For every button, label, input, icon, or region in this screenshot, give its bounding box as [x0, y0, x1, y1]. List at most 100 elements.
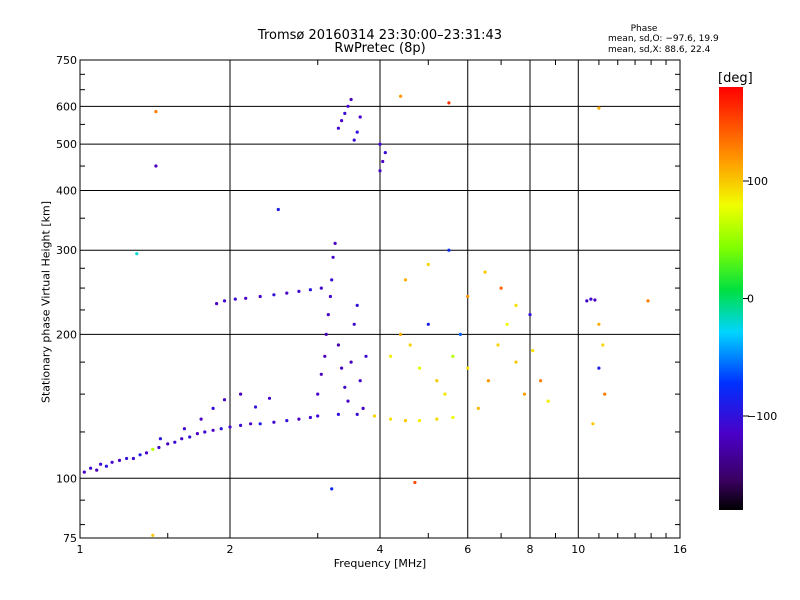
data-point: [182, 427, 186, 431]
data-point: [297, 417, 301, 421]
data-point: [328, 294, 332, 299]
y-tick-label: 500: [56, 138, 77, 151]
data-point: [188, 435, 192, 439]
data-point: [383, 151, 387, 155]
x-tick-label: 10: [571, 543, 585, 556]
data-point: [603, 392, 607, 396]
phase-stats-x: mean, sd,X: 88.6, 22.4: [608, 45, 711, 55]
data-point: [343, 385, 347, 389]
data-point: [95, 468, 99, 472]
grid-lines: [80, 60, 680, 538]
data-point: [352, 322, 356, 326]
data-point: [125, 456, 129, 461]
x-tick-label: 16: [673, 543, 687, 556]
data-point: [249, 422, 253, 426]
data-point: [244, 296, 248, 300]
y-tick-label: 75: [63, 532, 77, 545]
data-point: [336, 343, 340, 347]
data-point: [151, 533, 155, 537]
data-point: [157, 445, 161, 450]
chart-title: Tromsø 20160314 23:30:00–23:31:43: [257, 28, 503, 43]
colorbar-ticks: 100 0 −100: [743, 175, 777, 423]
x-tick-label: 8: [527, 543, 534, 556]
data-point: [316, 392, 320, 396]
data-point: [443, 392, 447, 396]
data-point: [646, 299, 650, 303]
data-point: [483, 270, 487, 274]
data-point: [346, 399, 350, 403]
data-point: [319, 372, 323, 376]
data-point: [138, 453, 142, 457]
data-point: [336, 126, 340, 130]
data-point: [258, 422, 262, 426]
data-point: [458, 332, 462, 336]
y-tick-label: 200: [56, 328, 77, 341]
data-point: [403, 278, 408, 282]
data-point: [340, 366, 344, 370]
data-point: [451, 354, 455, 358]
data-point: [336, 412, 340, 416]
data-point: [215, 302, 219, 306]
data-point: [399, 94, 403, 98]
data-point: [378, 142, 382, 146]
data-point: [417, 419, 422, 423]
data-point: [308, 415, 312, 420]
data-point: [297, 289, 301, 293]
data-point: [195, 432, 199, 436]
data-point: [258, 294, 262, 299]
data-point: [349, 360, 353, 364]
data-point: [476, 406, 480, 410]
data-point: [522, 392, 527, 396]
data-points: [82, 94, 650, 537]
data-point: [486, 379, 490, 383]
data-point: [211, 428, 215, 432]
data-point: [343, 111, 347, 115]
phase-stats-title: Phase: [630, 24, 658, 34]
data-point: [180, 437, 184, 441]
data-point: [539, 379, 543, 383]
data-point: [154, 164, 158, 168]
data-point: [546, 399, 550, 403]
data-point: [364, 354, 368, 358]
data-point: [399, 332, 403, 336]
data-point: [158, 437, 162, 441]
plot-frame: [79, 59, 681, 539]
data-point: [89, 466, 93, 470]
data-point: [355, 130, 359, 134]
data-point: [403, 419, 408, 423]
y-axis: 75 100 200 300 400 500 600 750: [56, 54, 680, 545]
colorbar-tick-label: 100: [747, 175, 768, 188]
data-point: [589, 297, 593, 301]
x-tick-label: 1: [77, 543, 84, 556]
data-point: [426, 322, 430, 326]
data-point: [352, 138, 356, 142]
data-point: [466, 366, 470, 370]
data-point: [330, 487, 334, 491]
data-point: [597, 366, 601, 370]
chart-subtitle: RwPretec (8p): [334, 41, 426, 56]
data-point: [531, 349, 535, 353]
data-point: [324, 332, 328, 336]
data-point: [355, 412, 359, 416]
x-tick-label: 2: [227, 543, 234, 556]
data-point: [272, 420, 276, 424]
data-point: [389, 417, 393, 421]
data-point: [151, 447, 155, 451]
data-point: [585, 299, 589, 303]
data-point: [426, 262, 430, 267]
data-point: [591, 422, 595, 426]
data-point: [253, 405, 258, 409]
data-point: [505, 322, 509, 326]
data-point: [514, 360, 518, 364]
data-point: [203, 430, 207, 434]
x-tick-label: 6: [464, 543, 471, 556]
data-point: [323, 354, 327, 358]
colorbar-tick-label: 0: [747, 293, 754, 306]
data-point: [435, 379, 439, 383]
data-point: [601, 343, 605, 347]
data-point: [466, 294, 470, 299]
data-point: [222, 398, 227, 402]
data-point: [82, 470, 86, 474]
data-point: [413, 480, 417, 485]
